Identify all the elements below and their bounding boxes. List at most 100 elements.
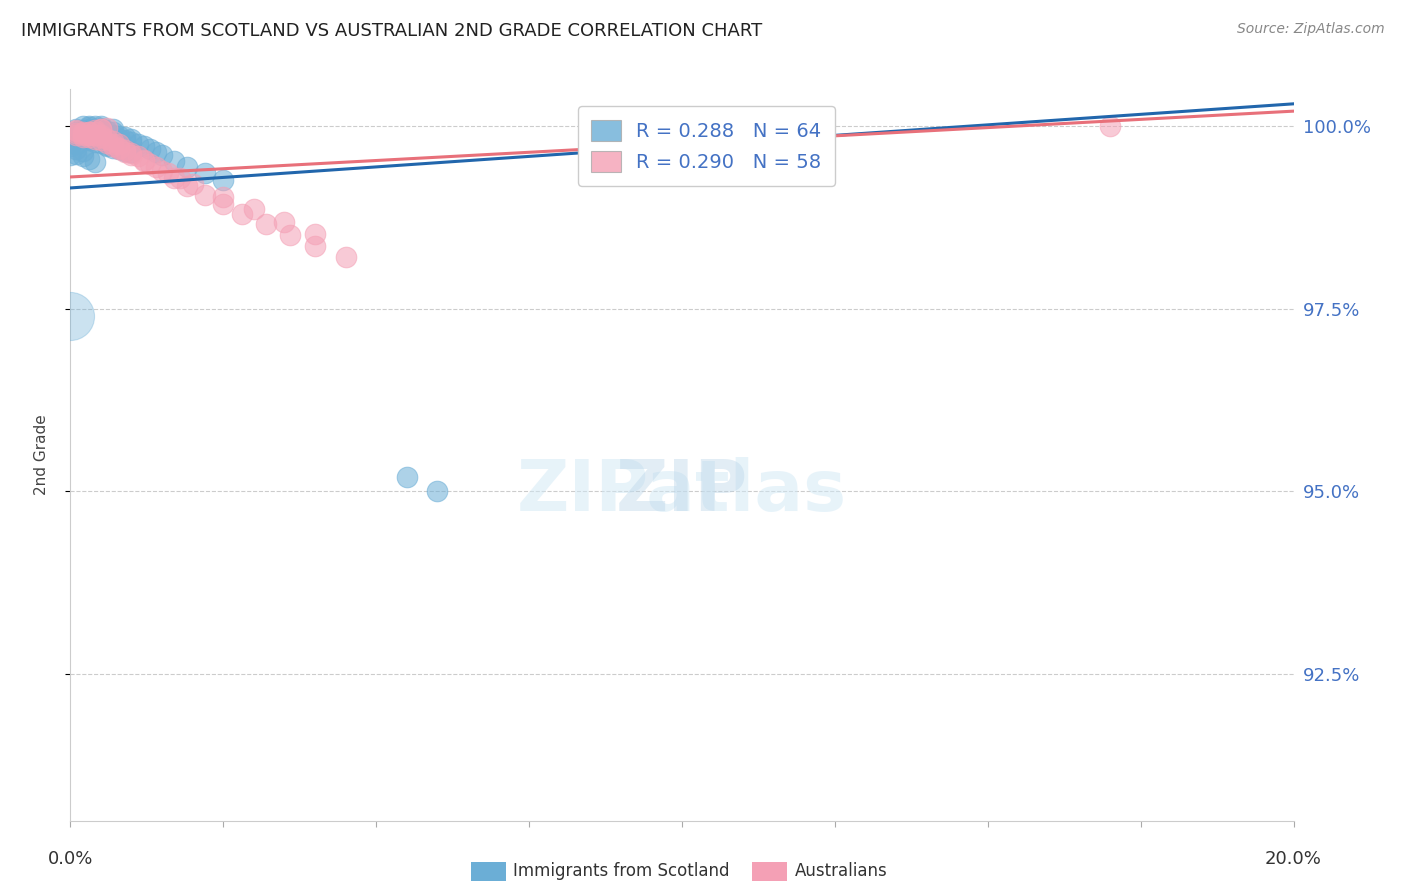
Point (101, 141, 124, 155)
Point (212, 190, 235, 204)
Point (90, 130, 112, 145)
Legend: R = 0.288   N = 64, R = 0.290   N = 58: R = 0.288 N = 64, R = 0.290 N = 58 (578, 106, 835, 186)
Point (83, 128, 105, 143)
Point (169, 171, 191, 186)
Point (212, 197, 235, 211)
Point (72, 123, 94, 137)
Point (157, 165, 180, 179)
Point (121, 132, 143, 146)
Point (72, 125, 94, 139)
Point (72, 128, 94, 143)
Point (101, 125, 124, 139)
Point (243, 202, 266, 216)
Point (176, 160, 198, 174)
Point (90, 128, 112, 143)
Point (96, 137, 118, 152)
Point (65, 121, 87, 136)
Point (83, 128, 105, 143)
Point (132, 153, 155, 168)
Point (77, 133, 100, 147)
Point (194, 187, 217, 202)
Point (1099, 119, 1122, 133)
Point (163, 171, 186, 186)
Point (101, 139, 124, 153)
Point (150, 164, 173, 178)
Text: Australians: Australians (794, 863, 887, 880)
Point (90, 119, 112, 133)
Point (83, 123, 105, 137)
Point (90, 128, 112, 142)
Point (59, 309, 82, 323)
Point (96, 136, 118, 150)
Point (304, 227, 326, 241)
Point (280, 227, 302, 242)
Point (121, 135, 143, 149)
Point (77, 130, 100, 145)
Point (65, 146, 87, 161)
Point (114, 143, 136, 157)
Point (121, 145, 143, 160)
Point (108, 136, 131, 151)
Point (108, 142, 131, 156)
Point (304, 238, 326, 252)
Point (254, 217, 277, 231)
Point (145, 160, 167, 174)
Point (163, 153, 186, 168)
Point (101, 131, 124, 145)
Point (90, 122, 112, 136)
Point (77, 119, 100, 133)
Point (150, 148, 173, 162)
Point (83, 119, 105, 133)
Point (90, 124, 112, 138)
Point (96, 132, 118, 146)
Point (72, 149, 94, 163)
Point (83, 132, 105, 146)
Point (96, 127, 118, 141)
Point (114, 145, 136, 160)
Point (108, 141, 131, 155)
Point (90, 130, 112, 145)
Point (77, 122, 100, 136)
Point (77, 152, 100, 166)
Point (65, 126, 87, 140)
Point (90, 120, 112, 135)
Point (132, 139, 155, 153)
Point (65, 128, 87, 143)
Point (90, 126, 112, 140)
Point (77, 125, 100, 139)
Point (194, 166, 217, 180)
Point (72, 128, 94, 143)
Point (90, 136, 112, 151)
Point (108, 142, 131, 156)
Point (101, 136, 124, 151)
Point (77, 128, 100, 142)
Point (77, 128, 100, 142)
Point (65, 123, 87, 137)
Point (77, 125, 100, 139)
Point (176, 178, 198, 193)
Point (114, 133, 136, 147)
Point (145, 145, 167, 160)
Point (90, 121, 112, 136)
Point (65, 124, 87, 138)
Point (101, 128, 124, 143)
Point (83, 155, 105, 169)
Point (65, 125, 87, 139)
Point (212, 173, 235, 187)
Point (96, 120, 118, 135)
Point (101, 134, 124, 148)
Text: ZIPatlas: ZIPatlas (517, 457, 846, 526)
Point (72, 126, 94, 140)
Text: Immigrants from Scotland: Immigrants from Scotland (513, 863, 730, 880)
Text: IMMIGRANTS FROM SCOTLAND VS AUSTRALIAN 2ND GRADE CORRELATION CHART: IMMIGRANTS FROM SCOTLAND VS AUSTRALIAN 2… (21, 22, 762, 40)
Y-axis label: 2nd Grade: 2nd Grade (35, 415, 49, 495)
Point (127, 149, 149, 163)
Point (96, 139, 118, 153)
Point (114, 130, 136, 145)
Point (83, 125, 105, 139)
Point (83, 135, 105, 149)
Point (132, 153, 155, 168)
Point (65, 128, 87, 142)
Point (65, 136, 87, 151)
Point (96, 129, 118, 144)
